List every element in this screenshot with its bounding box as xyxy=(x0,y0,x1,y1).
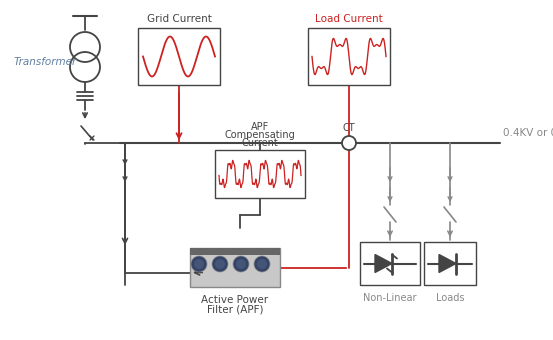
Text: APF: APF xyxy=(251,122,269,132)
Text: Current: Current xyxy=(242,138,278,148)
Text: 0.4KV or 0.69kV: 0.4KV or 0.69kV xyxy=(503,128,553,138)
Text: Compensating: Compensating xyxy=(225,130,295,140)
Circle shape xyxy=(215,259,225,269)
Circle shape xyxy=(257,259,267,269)
Circle shape xyxy=(342,136,356,150)
Bar xyxy=(424,242,476,285)
Text: Loads: Loads xyxy=(436,293,465,303)
Text: Load Current: Load Current xyxy=(315,14,383,24)
Circle shape xyxy=(212,256,228,272)
Circle shape xyxy=(254,256,270,272)
Bar xyxy=(360,242,420,285)
Bar xyxy=(190,248,280,255)
Text: Transformer: Transformer xyxy=(14,57,77,67)
Text: Non-Linear: Non-Linear xyxy=(363,293,417,303)
Polygon shape xyxy=(375,255,392,272)
Bar xyxy=(138,28,220,85)
Text: Grid Current: Grid Current xyxy=(147,14,211,24)
Text: CT: CT xyxy=(343,123,356,133)
Text: Active Power: Active Power xyxy=(201,295,269,305)
Text: Filter (APF): Filter (APF) xyxy=(207,304,263,314)
Circle shape xyxy=(191,256,207,272)
Polygon shape xyxy=(439,255,456,272)
Circle shape xyxy=(236,259,246,269)
Bar xyxy=(308,28,390,85)
Circle shape xyxy=(194,259,204,269)
Bar xyxy=(215,150,305,198)
FancyBboxPatch shape xyxy=(190,248,280,287)
Circle shape xyxy=(233,256,249,272)
